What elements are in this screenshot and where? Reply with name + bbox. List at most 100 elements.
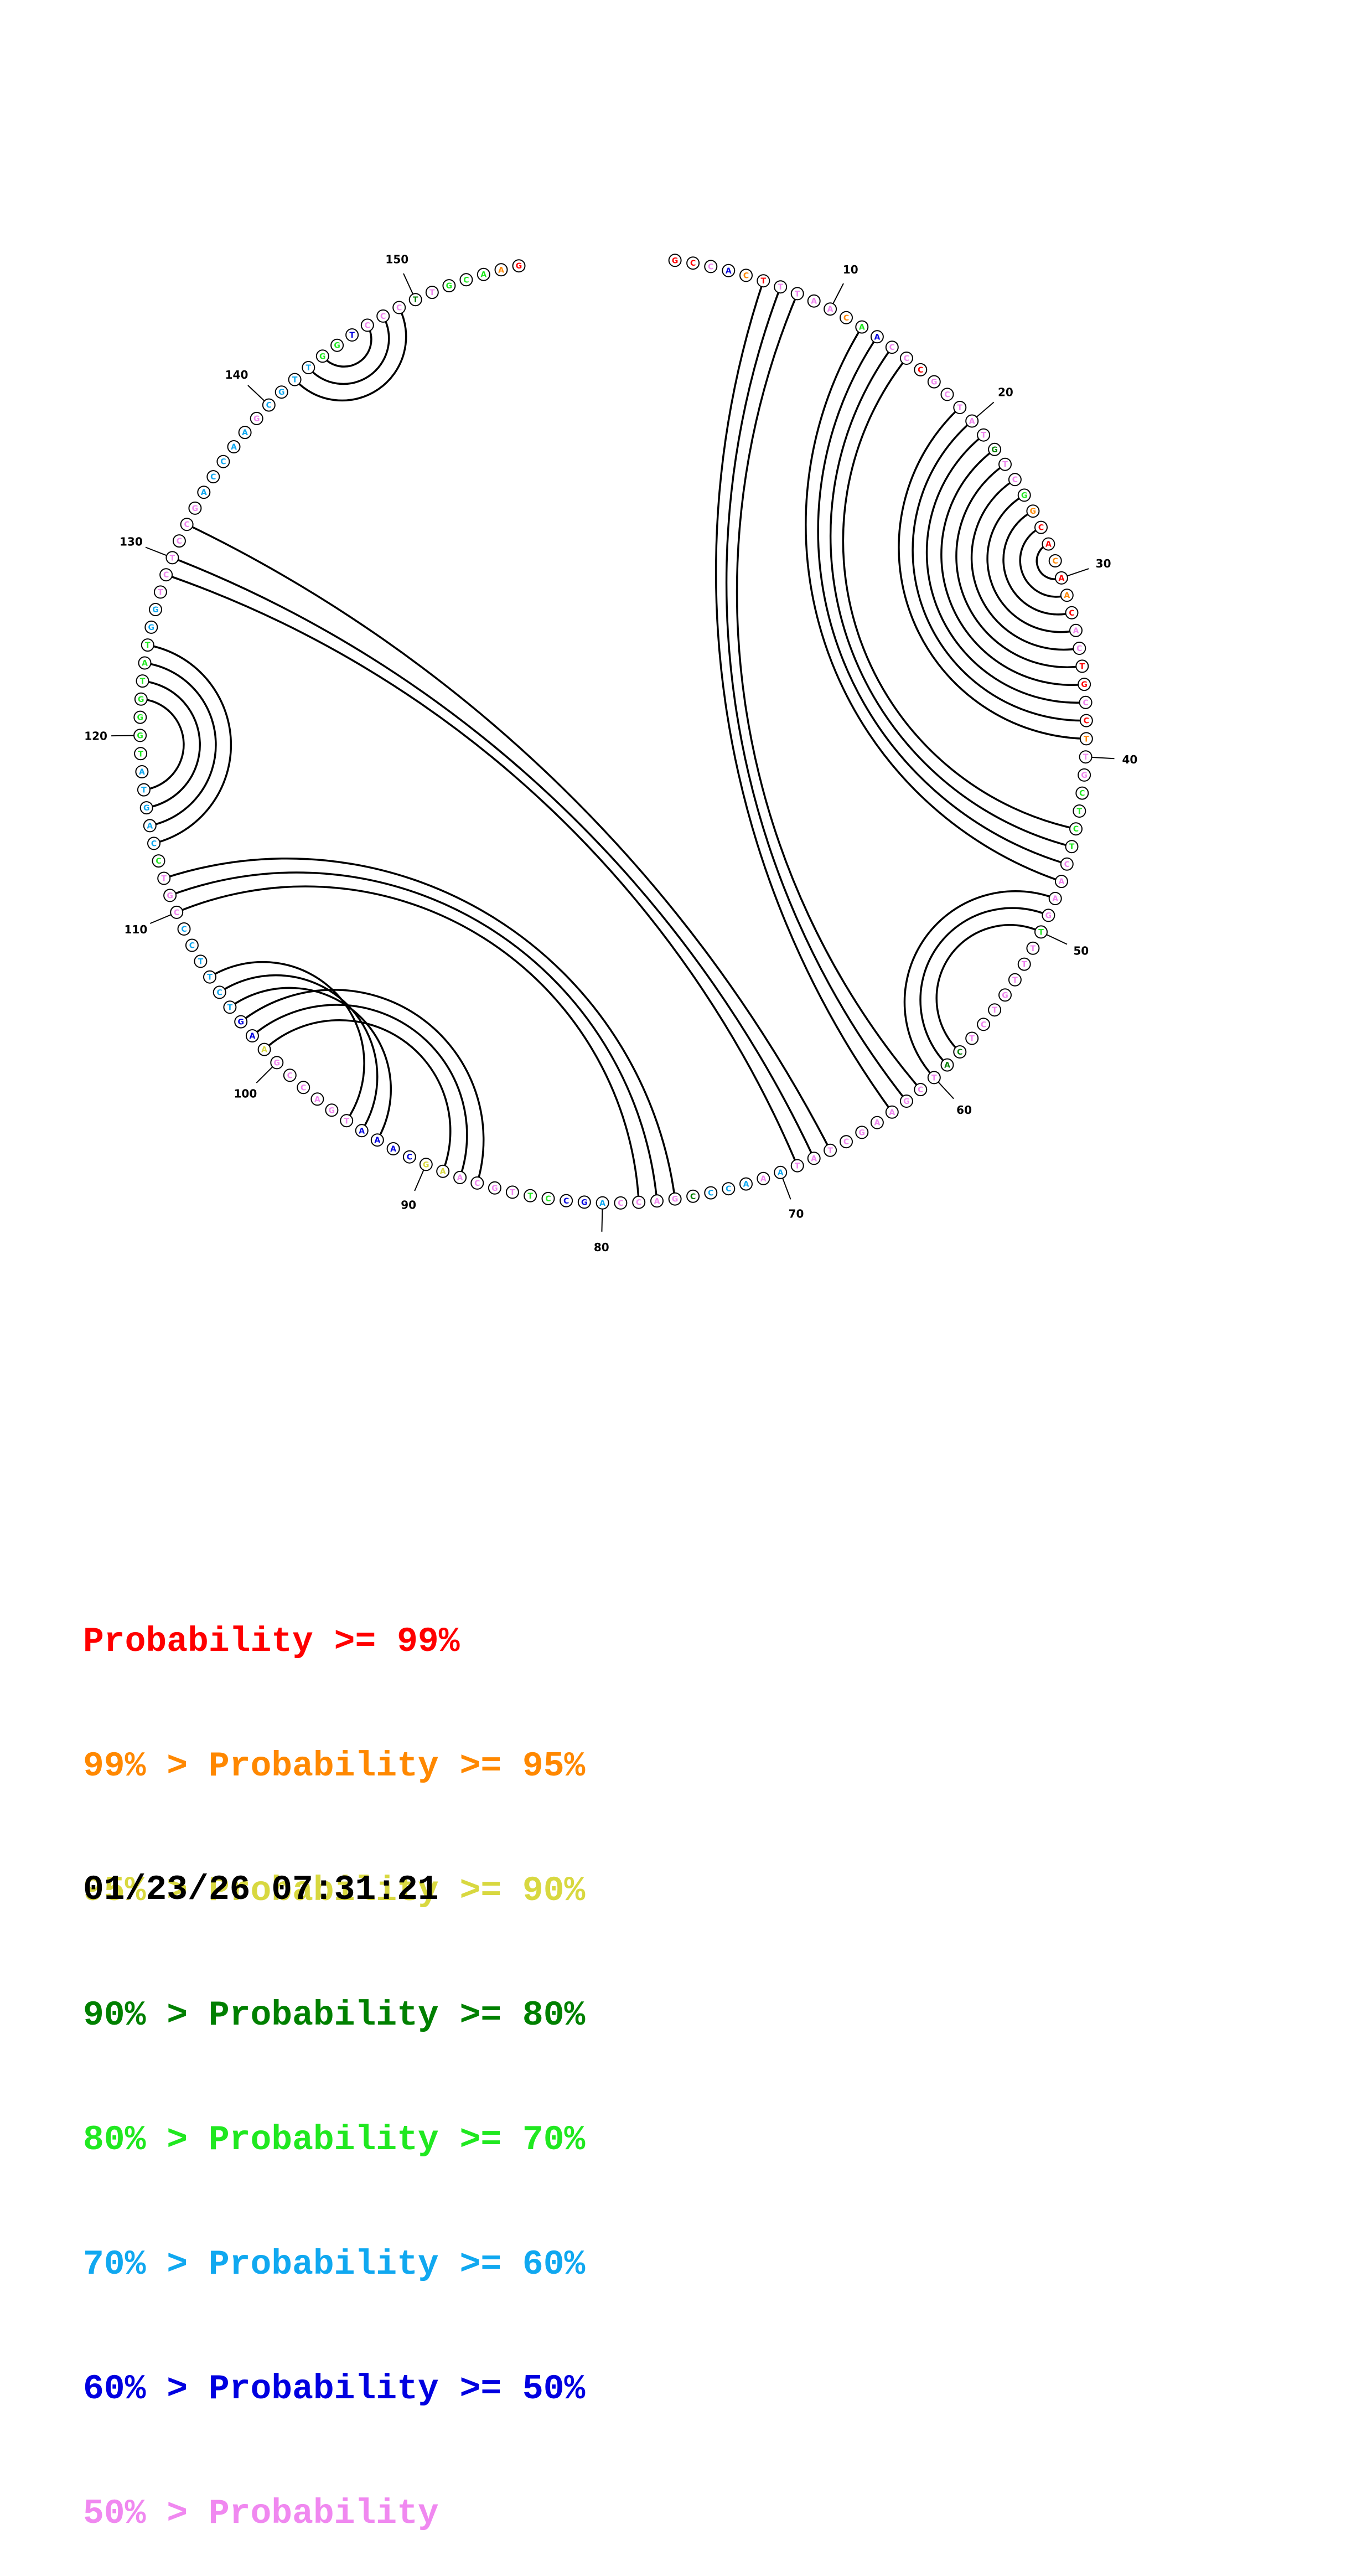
nucleotide-letter: G [581, 1198, 588, 1207]
nucleotide-circle [470, 1176, 484, 1190]
nucleotide-circle [283, 1068, 297, 1082]
nucleotide-letter: C [151, 839, 157, 848]
nucleotide-letter: G [672, 256, 679, 265]
tick-label: 40 [1122, 753, 1137, 766]
nucleotide: C [704, 1186, 718, 1200]
nucleotide-letter: A [201, 488, 207, 497]
nucleotide-letter: A [374, 1136, 380, 1145]
nucleotide-letter: C [463, 276, 469, 285]
position-ticks: 10 20 30 40 50 60 70 80 90 100 110 120 130 140 150 [84, 253, 1137, 1254]
tick-label: 60 [956, 1103, 972, 1117]
nucleotide-letter: T [1077, 807, 1083, 816]
nucleotide: G [998, 988, 1012, 1002]
nucleotide: C [1060, 857, 1074, 871]
legend-prefix: 80% > [83, 2120, 209, 2160]
nucleotide: C [840, 1135, 853, 1149]
nucleotide-letter: G [1081, 680, 1088, 689]
nucleotide-circle [790, 1159, 804, 1173]
nucleotide: A [807, 294, 821, 308]
nucleotide: C [206, 470, 220, 484]
nucleotide-letter: C [1069, 609, 1074, 618]
nucleotide: T [1079, 750, 1093, 764]
nucleotide-letter: C [189, 942, 195, 951]
nucleotide-circle [185, 938, 199, 952]
nucleotide-letter: A [811, 297, 817, 306]
nucleotide: G [133, 710, 147, 724]
nucleotide-circle [216, 455, 230, 468]
nucleotide-circle [668, 1192, 682, 1206]
nucleotide-letter: A [874, 1119, 880, 1128]
nucleotide: A [1048, 892, 1062, 905]
nucleotide-letter: T [141, 786, 147, 795]
nucleotide-circle [1075, 786, 1089, 800]
nucleotide: A [870, 1116, 884, 1129]
nucleotide: A [197, 486, 211, 499]
base-pair-arc [307, 316, 390, 385]
nucleotide-letter: A [390, 1145, 396, 1154]
nucleotide-letter: C [636, 1199, 641, 1207]
nucleotide: C [704, 260, 718, 273]
nucleotide: G [133, 729, 147, 742]
nucleotide: A [436, 1164, 450, 1178]
nucleotide-circle [914, 363, 928, 376]
nucleotide-circle [1048, 554, 1062, 567]
base-pair-arc [169, 871, 658, 1201]
nucleotide: G [188, 501, 202, 515]
nucleotide: T [302, 361, 315, 374]
nucleotide-letter: C [184, 520, 189, 529]
nucleotide-letter: T [1084, 735, 1089, 744]
nucleotide-letter: C [690, 259, 696, 268]
nucleotide: T [223, 1000, 237, 1014]
nucleotide: C [297, 1081, 310, 1095]
nucleotide-circle [133, 729, 147, 742]
nucleotide: T [774, 280, 788, 294]
nucleotide-letter: A [778, 1169, 784, 1178]
legend-line-1: Probability >= 99% [83, 1621, 585, 1663]
nucleotide-circle [1079, 750, 1093, 764]
nucleotide: G [988, 442, 1002, 456]
nucleotide-circle [402, 1150, 416, 1164]
nucleotide-circle [1078, 678, 1091, 691]
tick-label: 100 [234, 1087, 257, 1101]
nucleotide-letter: G [491, 1184, 498, 1193]
nucleotide: A [138, 656, 152, 670]
tick-label: 20 [998, 385, 1013, 399]
legend-text: Probability [208, 2494, 439, 2533]
nucleotide: C [1079, 695, 1093, 709]
nucleotide-letter: T [138, 750, 143, 758]
nucleotide-circle [340, 1114, 354, 1128]
nucleotide: T [137, 783, 151, 797]
nucleotide-circle [370, 1133, 384, 1147]
nucleotide-circle [135, 765, 149, 778]
nucleotide: C [170, 905, 184, 919]
base-pair-arc [829, 347, 1072, 848]
tick-mark [1066, 568, 1089, 577]
base-pair-arc [817, 336, 1068, 865]
base-pair-arc [163, 857, 676, 1199]
nucleotide-circle [136, 674, 149, 688]
legend-text: Probability >= 99% [83, 1622, 460, 1661]
nucleotide-letter: C [957, 1048, 962, 1057]
nucleotide-circle [165, 551, 179, 565]
base-pair-arc [1019, 526, 1068, 598]
nucleotide-circle [245, 1029, 259, 1042]
nucleotide-circle [188, 501, 202, 515]
nucleotide-letter: T [1080, 662, 1085, 671]
nucleotide: C [632, 1195, 646, 1209]
nucleotide-letter: G [672, 1195, 679, 1204]
nucleotide: A [238, 426, 252, 440]
nucleotide: T [953, 401, 967, 414]
nucleotide: A [477, 267, 490, 281]
nucleotide: A [774, 1165, 788, 1179]
nucleotide-letter: G [237, 1018, 244, 1027]
nucleotide-letter: C [843, 1138, 849, 1147]
base-pair-arc [736, 293, 921, 1091]
nucleotide-circle [170, 905, 184, 919]
nucleotide-circle [1048, 892, 1062, 905]
nucleotide-letter: T [527, 1192, 533, 1201]
nucleotide: A [1060, 588, 1074, 602]
nucleotide-circle [1073, 804, 1086, 818]
nucleotide-letter: T [778, 283, 783, 292]
legend-prefix: 99% > [83, 1747, 209, 1786]
nucleotide: C [914, 1083, 928, 1097]
